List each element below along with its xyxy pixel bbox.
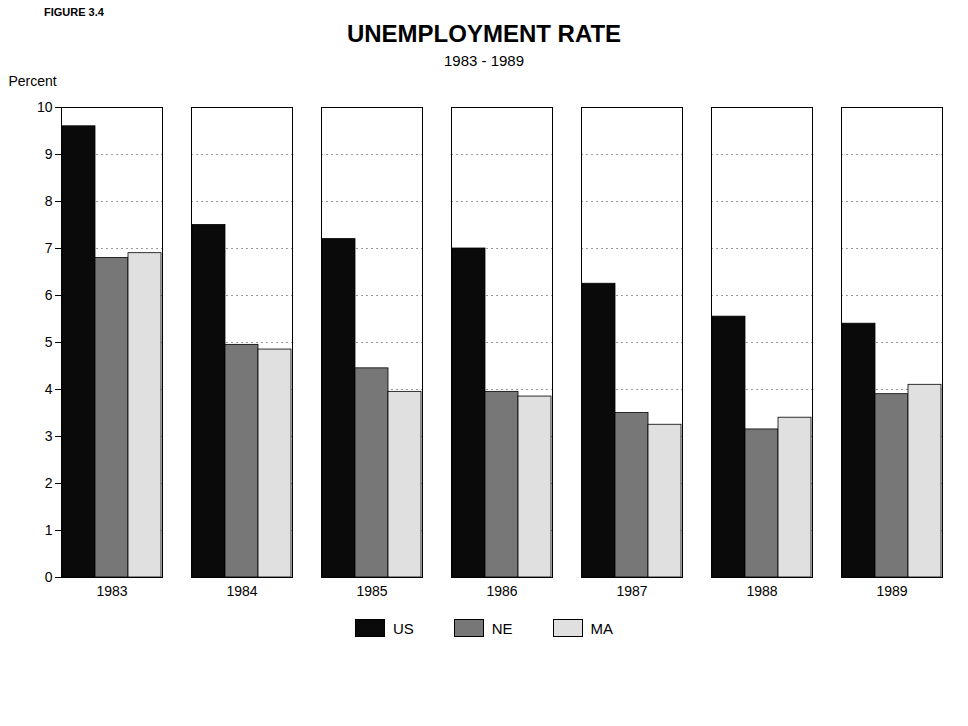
svg-text:6: 6 [45,287,53,303]
html-text:FIGURE 3.4: FIGURE 3.4 [44,6,104,18]
svg-text:1987: 1987 [616,583,647,599]
html-text:NE: NE [491,619,513,637]
svg-text:1: 1 [45,522,53,538]
svg-text:1989: 1989 [876,583,907,599]
html-text:1983 - 1989: 1983 - 1989 [444,52,524,69]
svg-text:7: 7 [45,240,53,256]
svg-text:Percent: Percent [9,73,57,89]
svg-text:10: 10 [37,99,53,115]
svg-text:8: 8 [45,193,53,209]
svg-text:1985: 1985 [356,583,387,599]
html-text:US: US [392,619,414,637]
svg-text:3: 3 [45,428,53,444]
svg-text:1983: 1983 [96,583,127,599]
html-text:MA: MA [590,619,614,637]
svg-text:5: 5 [45,334,53,350]
svg-text:4: 4 [45,381,53,397]
svg-text:0: 0 [45,569,53,585]
svg-text:1988: 1988 [746,583,777,599]
svg-text:1984: 1984 [226,583,257,599]
svg-text:9: 9 [45,146,53,162]
svg-text:2: 2 [45,475,53,491]
html-text:UNEMPLOYMENT RATE: UNEMPLOYMENT RATE [346,20,622,47]
svg-text:1986: 1986 [486,583,517,599]
